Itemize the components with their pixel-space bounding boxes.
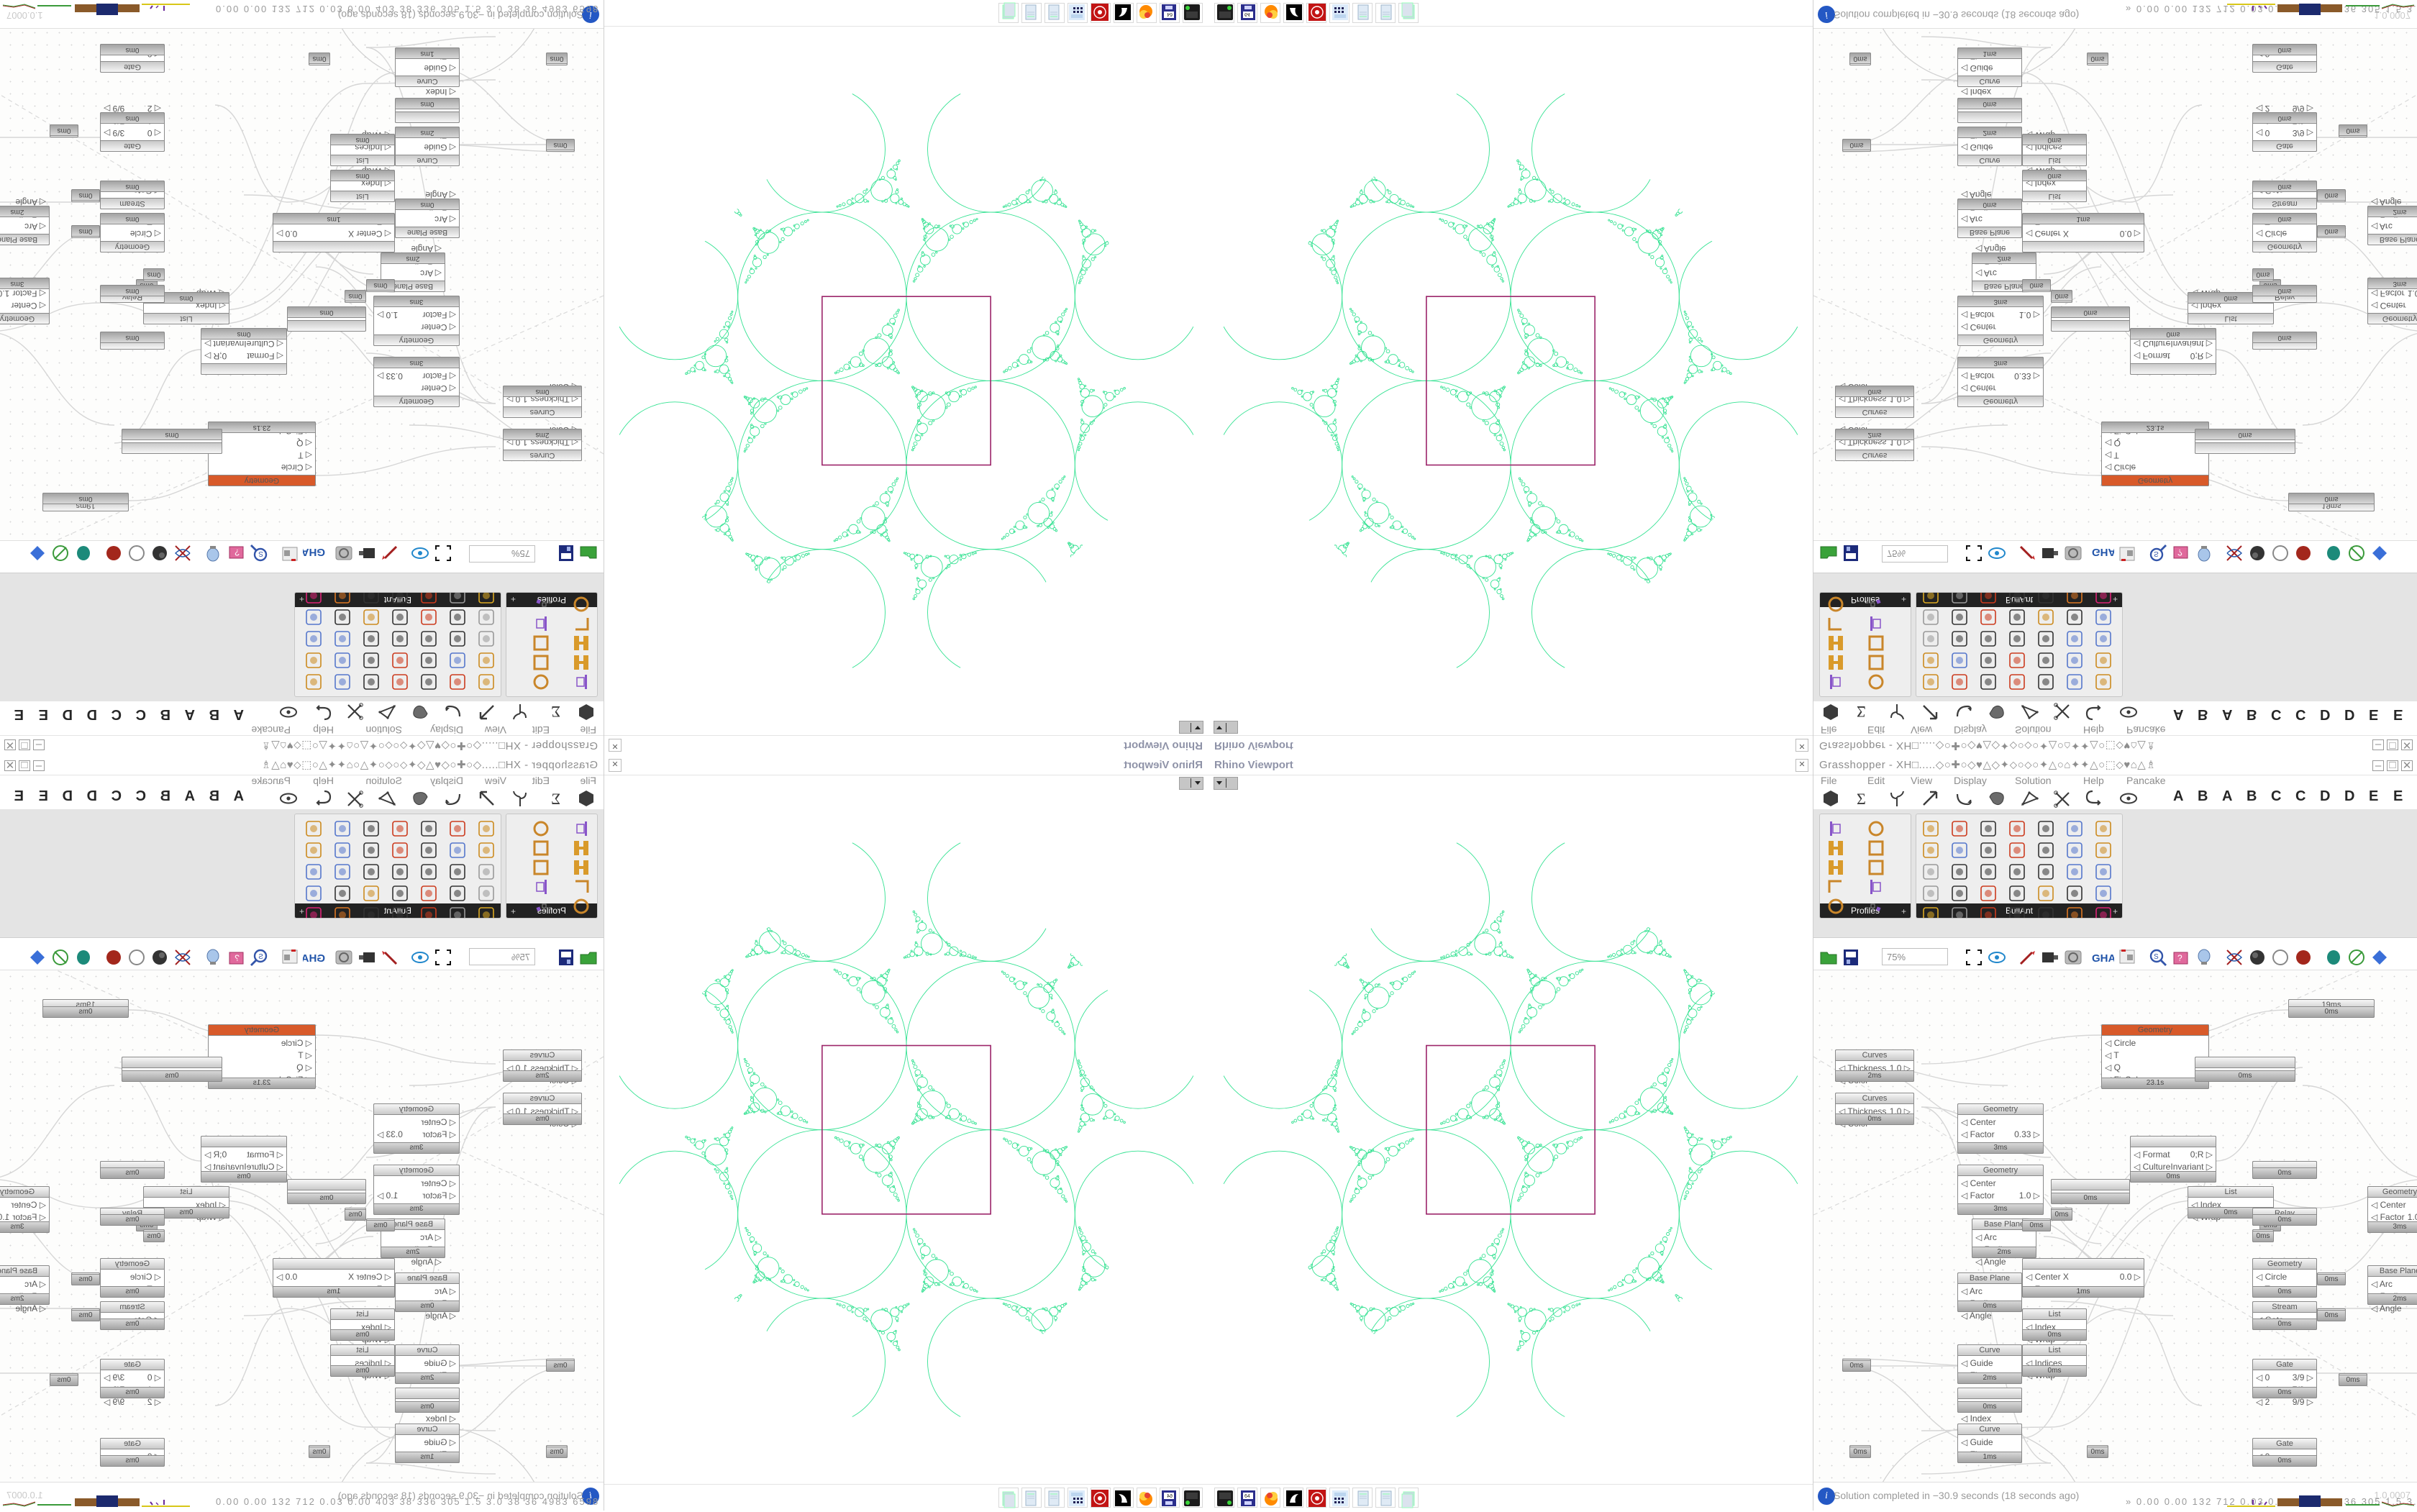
svg-text:64: 64 (1167, 12, 1173, 17)
svg-text:64: 64 (1244, 1494, 1250, 1499)
svg-text:GHA: GHA (303, 546, 325, 558)
svg-text:GHA: GHA (303, 952, 325, 965)
svg-text:S: S (258, 953, 263, 961)
svg-text:GHA: GHA (2092, 952, 2114, 965)
svg-text:S: S (258, 550, 263, 557)
svg-text:S: S (2154, 550, 2159, 557)
svg-text:?: ? (235, 547, 240, 557)
svg-text:64: 64 (1167, 1494, 1173, 1499)
svg-text:Σ: Σ (551, 790, 560, 808)
svg-text:S: S (2154, 953, 2159, 961)
svg-text:Σ: Σ (551, 703, 560, 721)
svg-text:Σ: Σ (1857, 703, 1866, 721)
svg-text:GHA: GHA (2092, 546, 2114, 558)
svg-text:?: ? (2177, 953, 2182, 963)
svg-text:?: ? (2177, 547, 2182, 557)
svg-text:?: ? (235, 953, 240, 963)
svg-text:64: 64 (1244, 12, 1250, 17)
svg-text:Σ: Σ (1857, 790, 1866, 808)
